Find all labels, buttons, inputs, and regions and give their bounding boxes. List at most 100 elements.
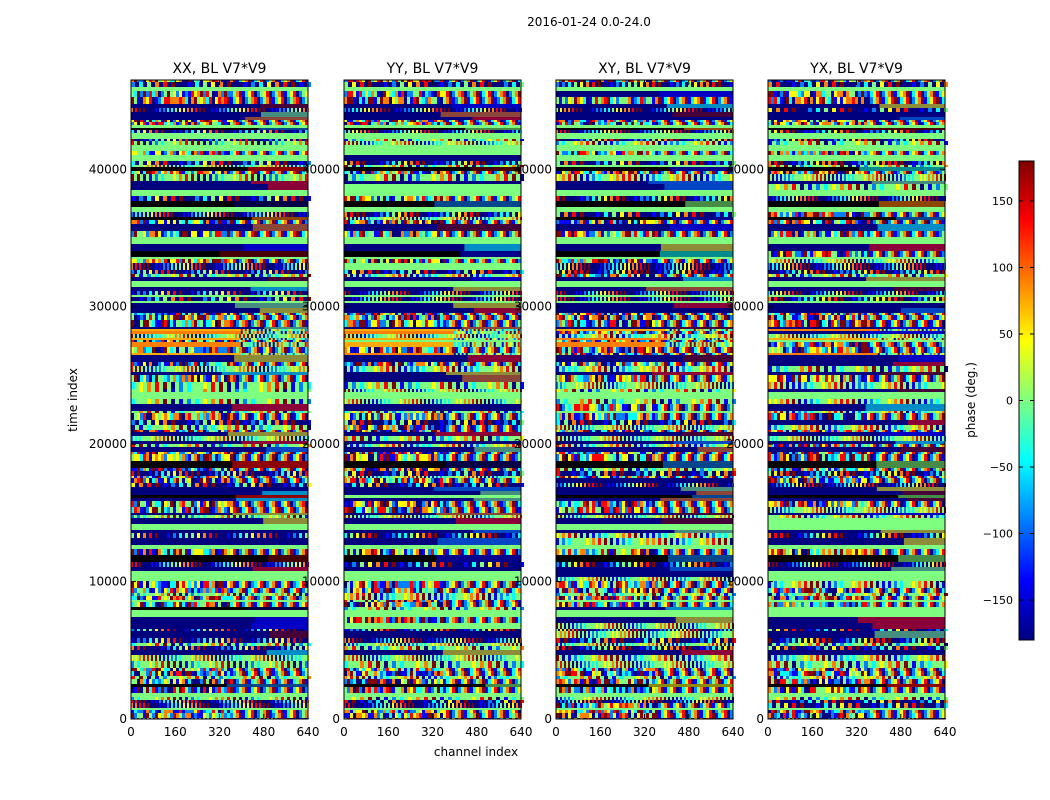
heatmap-cell — [251, 533, 254, 538]
heatmap-cell — [455, 313, 458, 315]
heatmap-cell — [197, 171, 200, 174]
heatmap-cell — [259, 108, 261, 112]
heatmap-cell — [158, 375, 161, 382]
heatmap-cell — [408, 165, 412, 167]
heatmap-cell — [227, 676, 231, 679]
heatmap-cell — [410, 161, 413, 165]
heatmap-cell — [488, 270, 492, 274]
heatmap-cell — [267, 297, 271, 301]
heatmap-cell — [254, 375, 257, 382]
heatmap-cell — [251, 411, 255, 413]
heatmap-cell — [344, 270, 348, 274]
heatmap-cell — [254, 97, 257, 104]
heatmap-cell — [147, 562, 149, 567]
heatmap-cell — [219, 700, 221, 703]
heatmap-cell — [380, 141, 382, 145]
heatmap-cell — [230, 549, 233, 555]
heatmap-cell — [167, 347, 170, 353]
heatmap-cell — [255, 655, 257, 661]
heatmap-cell — [299, 671, 302, 676]
heatmap-cell — [248, 340, 251, 342]
heatmap-cell — [155, 274, 159, 277]
heatmap-cell — [257, 668, 260, 671]
heatmap-cell — [482, 196, 485, 201]
heatmap-cell — [470, 161, 473, 165]
heatmap-cell — [215, 602, 218, 607]
heatmap-cell — [272, 151, 275, 155]
heatmap-cell — [482, 231, 485, 237]
heatmap-cell — [207, 108, 209, 112]
heatmap-cell — [446, 161, 449, 165]
heatmap-cell — [410, 220, 413, 224]
heatmap-cell — [251, 454, 254, 461]
heatmap-cell — [422, 313, 425, 315]
heatmap-cell — [434, 161, 437, 165]
heatmap-cell — [139, 108, 141, 112]
heatmap-cell — [194, 122, 197, 125]
heatmap-cell — [287, 347, 290, 353]
heatmap-cell — [143, 270, 146, 274]
heatmap-cell — [420, 217, 422, 220]
heatmap-cell — [283, 399, 287, 404]
heatmap-cell — [266, 91, 269, 97]
heatmap-cell — [278, 340, 281, 342]
heatmap-cell — [143, 212, 145, 217]
heatmap-band — [253, 224, 308, 231]
heatmap-cell — [476, 313, 479, 315]
heatmap-cell — [293, 270, 296, 274]
heatmap-cell — [195, 420, 199, 425]
heatmap-cell — [281, 97, 284, 104]
heatmap-cell — [231, 108, 233, 112]
heatmap-cell — [352, 291, 354, 295]
heatmap-cell — [260, 454, 263, 461]
heatmap-cell — [275, 655, 277, 661]
heatmap-cell — [233, 174, 236, 181]
heatmap-cell — [227, 478, 230, 483]
heatmap-cell — [203, 120, 206, 122]
heatmap-cell — [143, 97, 146, 104]
heatmap-cell — [263, 263, 265, 270]
heatmap-cell — [188, 231, 191, 237]
heatmap-cell — [134, 320, 137, 327]
heatmap-cell — [207, 655, 209, 661]
heatmap-cell — [259, 366, 261, 372]
heatmap-cell — [293, 593, 296, 596]
heatmap-cell — [206, 501, 209, 507]
heatmap-cell — [281, 375, 284, 382]
heatmap-cell — [266, 687, 269, 693]
heatmap-cell — [347, 313, 350, 315]
heatmap-cell — [155, 476, 158, 478]
heatmap-cell — [287, 629, 290, 631]
heatmap-cell — [151, 700, 153, 703]
heatmap-cell — [293, 91, 296, 97]
heatmap-cell — [230, 97, 233, 104]
heatmap-cell — [467, 220, 470, 224]
heatmap-cell — [400, 270, 404, 274]
heatmap-cell — [221, 454, 224, 461]
heatmap-cell — [278, 122, 281, 125]
heatmap-cell — [293, 430, 296, 432]
heatmap-cell — [259, 411, 263, 413]
heatmap-cell — [263, 562, 265, 567]
heatmap-cell — [212, 588, 215, 593]
heatmap-cell — [272, 581, 275, 588]
heatmap-cell — [239, 700, 241, 703]
heatmap-cell — [269, 468, 272, 471]
heatmap-cell — [392, 161, 395, 165]
heatmap-cell — [176, 671, 179, 676]
heatmap-cell — [404, 122, 407, 125]
heatmap-cell — [203, 638, 206, 643]
heatmap-cell — [269, 340, 272, 342]
heatmap-cell — [488, 130, 490, 133]
heatmap-cell — [219, 420, 223, 425]
heatmap-cell — [195, 483, 199, 487]
heatmap-cell — [368, 274, 371, 277]
heatmap-cell — [476, 120, 479, 122]
heatmap-cell — [440, 122, 443, 125]
heatmap-cell — [284, 430, 287, 432]
heatmap-cell — [404, 212, 407, 217]
heatmap-cell — [170, 430, 173, 432]
heatmap-cell — [203, 661, 206, 668]
heatmap-cell — [212, 468, 215, 471]
heatmap-cell — [503, 259, 506, 263]
